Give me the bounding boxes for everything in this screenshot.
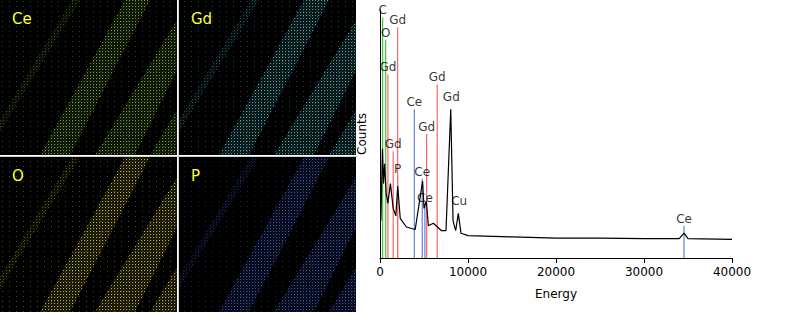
svg-text:Ce: Ce (406, 95, 422, 109)
svg-text:Gd: Gd (418, 120, 435, 134)
svg-text:Gd: Gd (191, 10, 212, 28)
svg-text:Ce: Ce (417, 191, 433, 205)
svg-text:Ce: Ce (12, 10, 32, 28)
svg-text:40000: 40000 (713, 265, 751, 279)
svg-text:P: P (191, 167, 200, 185)
svg-text:O: O (381, 26, 390, 40)
svg-text:Cu: Cu (451, 194, 467, 208)
svg-text:Counts: Counts (355, 113, 369, 155)
svg-text:C: C (378, 3, 386, 17)
svg-text:20000: 20000 (537, 265, 575, 279)
svg-text:Ce: Ce (676, 212, 692, 226)
svg-text:Gd: Gd (385, 137, 402, 151)
svg-text:Energy: Energy (535, 287, 577, 301)
svg-text:Gd: Gd (429, 70, 446, 84)
svg-text:0: 0 (376, 265, 384, 279)
svg-text:10000: 10000 (449, 265, 487, 279)
svg-text:Gd: Gd (379, 60, 396, 74)
svg-text:30000: 30000 (625, 265, 663, 279)
svg-text:Gd: Gd (389, 13, 406, 27)
svg-text:Gd: Gd (443, 90, 460, 104)
svg-text:Ce: Ce (414, 165, 430, 179)
svg-text:P: P (394, 162, 401, 176)
svg-text:O: O (12, 167, 24, 185)
